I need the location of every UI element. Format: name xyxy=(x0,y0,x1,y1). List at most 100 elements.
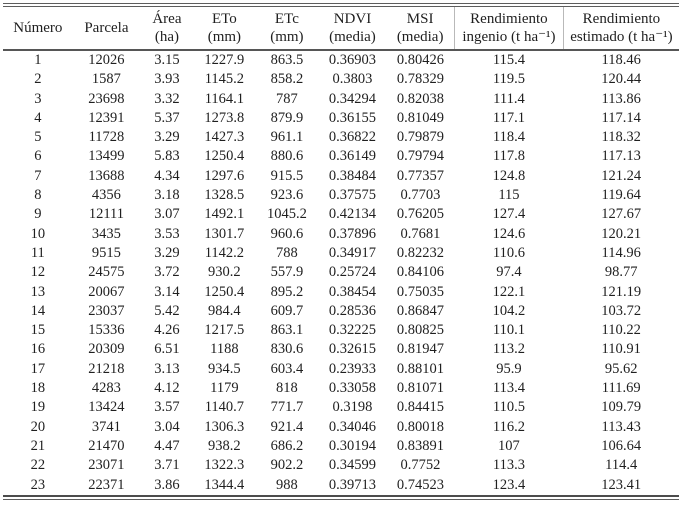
table-cell: 0.84415 xyxy=(396,399,444,416)
table-cell: 1140.7 xyxy=(204,399,245,416)
table-cell: 863.5 xyxy=(270,52,304,68)
table-cell: 0.75035 xyxy=(396,283,444,300)
table-cell: 5.37 xyxy=(154,109,180,126)
table-cell: 0.34294 xyxy=(328,90,377,107)
table-row: 13 20067 3.14 1250.4 895.2 0.38454 0.75035 122.… xyxy=(3,283,679,302)
table-cell: 104.2 xyxy=(492,302,526,319)
table-row: 2 1587 3.93 1145.2 858.2 0.3803 0.78329 119.5 12… xyxy=(3,70,679,89)
table-cell: 1 xyxy=(34,52,42,68)
header-unit: (media) xyxy=(396,29,444,45)
table-cell: 0.84106 xyxy=(396,264,444,281)
table-cell: 0.25724 xyxy=(328,264,377,281)
header-label: NDVI xyxy=(333,11,372,27)
table-cell: 915.5 xyxy=(270,167,304,184)
table-cell: 120.44 xyxy=(601,71,642,88)
table-cell: 124.6 xyxy=(492,225,526,242)
table-cell: 21 xyxy=(30,437,46,454)
table-cell: 4283 xyxy=(91,380,121,397)
table-cell: 0.74523 xyxy=(396,476,444,493)
table-cell: 110.1 xyxy=(492,322,525,339)
table-cell: 20309 xyxy=(88,341,125,358)
table-cell: 609.7 xyxy=(270,302,304,319)
table-cell: 0.30194 xyxy=(328,437,377,454)
table-cell: 21470 xyxy=(88,437,125,454)
table-cell: 0.79879 xyxy=(396,129,444,146)
table-cell: 121.24 xyxy=(601,167,642,184)
table-cell: 0.80426 xyxy=(396,52,444,68)
table-cell: 0.32615 xyxy=(328,341,377,358)
header-label: MSI xyxy=(406,11,434,27)
table-cell: 124.8 xyxy=(492,167,526,184)
table-cell: 0.36903 xyxy=(328,52,377,68)
table-row: 20 3741 3.04 1306.3 921.4 0.34046 0.80018 116.2… xyxy=(3,418,679,437)
table-cell: 3.71 xyxy=(154,457,180,474)
table-cell: 1273.8 xyxy=(204,109,245,126)
table-cell: 1306.3 xyxy=(204,418,245,435)
table-cell: 921.4 xyxy=(270,418,304,435)
table-cell: 3.53 xyxy=(154,225,180,242)
table-cell: 13424 xyxy=(88,399,125,416)
table-cell: 3741 xyxy=(91,418,121,435)
table-cell: 16 xyxy=(30,341,46,358)
table-cell: 106.64 xyxy=(601,437,642,454)
table-cell: 0.38454 xyxy=(328,283,377,300)
table-row: 22 23071 3.71 1322.3 902.2 0.34599 0.7752 113.3… xyxy=(3,456,679,475)
table-row: 11 9515 3.29 1142.2 788 0.34917 0.82232 110.6 11… xyxy=(3,244,679,263)
table-cell: 111.4 xyxy=(493,90,525,107)
table-cell: 3.29 xyxy=(154,244,180,261)
table-cell: 1142.2 xyxy=(204,244,245,261)
header-label: Rendimiento xyxy=(470,11,548,27)
table-cell: 110.5 xyxy=(492,399,525,416)
table-row: 23 22371 3.86 1344.4 988 0.39713 0.74523 123.4 1… xyxy=(3,476,679,495)
table-cell: 686.2 xyxy=(270,437,304,454)
table-cell: 24575 xyxy=(88,264,125,281)
header-label: Área xyxy=(152,11,182,27)
table-cell: 863.1 xyxy=(270,322,304,339)
table-cell: 14 xyxy=(30,302,46,319)
table-cell: 123.4 xyxy=(492,476,526,493)
header-label: Parcela xyxy=(84,20,129,36)
table-cell: 95.62 xyxy=(604,360,638,377)
table-body: 1 12026 3.15 1227.9 863.5 0.36903 0.80426 115.4… xyxy=(3,50,679,495)
table-cell: 788 xyxy=(276,244,298,261)
table-cell: 0.76205 xyxy=(396,206,444,223)
table-cell: 0.86847 xyxy=(396,302,444,319)
table-cell: 8 xyxy=(34,187,42,204)
table-cell: 3.29 xyxy=(154,129,180,146)
header-unit: (ha) xyxy=(154,29,179,45)
column-header-numero: Número xyxy=(3,7,73,51)
table-cell: 1250.4 xyxy=(204,283,245,300)
table-cell: 120.21 xyxy=(601,225,642,242)
table-cell: 0.77357 xyxy=(396,167,444,184)
table-cell: 1427.3 xyxy=(204,129,245,146)
table-row: 6 13499 5.83 1250.4 880.6 0.36149 0.79794 117.8… xyxy=(3,147,679,166)
table-cell: 114.96 xyxy=(601,244,641,261)
table-cell: 113.2 xyxy=(492,341,525,358)
table-cell: 13 xyxy=(30,283,46,300)
table-cell: 930.2 xyxy=(208,264,241,281)
table-cell: 117.1 xyxy=(492,109,525,126)
table-cell: 1145.2 xyxy=(204,71,245,88)
table-cell: 0.78329 xyxy=(396,71,444,88)
table-cell: 0.79794 xyxy=(396,148,444,165)
table-cell: 3.93 xyxy=(154,71,180,88)
table-cell: 0.81947 xyxy=(396,341,444,358)
table-cell: 0.37575 xyxy=(328,187,377,204)
table-cell: 6 xyxy=(34,148,42,165)
table-cell: 13688 xyxy=(88,167,125,184)
table-row: 1 12026 3.15 1227.9 863.5 0.36903 0.80426 115.4… xyxy=(3,50,679,70)
table-cell: 98.77 xyxy=(604,264,638,281)
table-cell: 787 xyxy=(276,90,298,107)
table-cell: 12111 xyxy=(88,206,125,223)
table-cell: 11 xyxy=(30,244,45,261)
table-cell: 771.7 xyxy=(270,399,304,416)
table-cell: 97.4 xyxy=(496,264,522,281)
table-cell: 119.5 xyxy=(492,71,525,88)
table-cell: 22371 xyxy=(88,476,125,493)
table-row: 4 12391 5.37 1273.8 879.9 0.36155 0.81049 117.1… xyxy=(3,109,679,128)
table-cell: 895.2 xyxy=(270,283,304,300)
table-cell: 17 xyxy=(30,360,46,377)
table-cell: 0.38484 xyxy=(328,167,377,184)
table-cell: 1250.4 xyxy=(204,148,245,165)
table-cell: 0.7752 xyxy=(400,457,441,474)
